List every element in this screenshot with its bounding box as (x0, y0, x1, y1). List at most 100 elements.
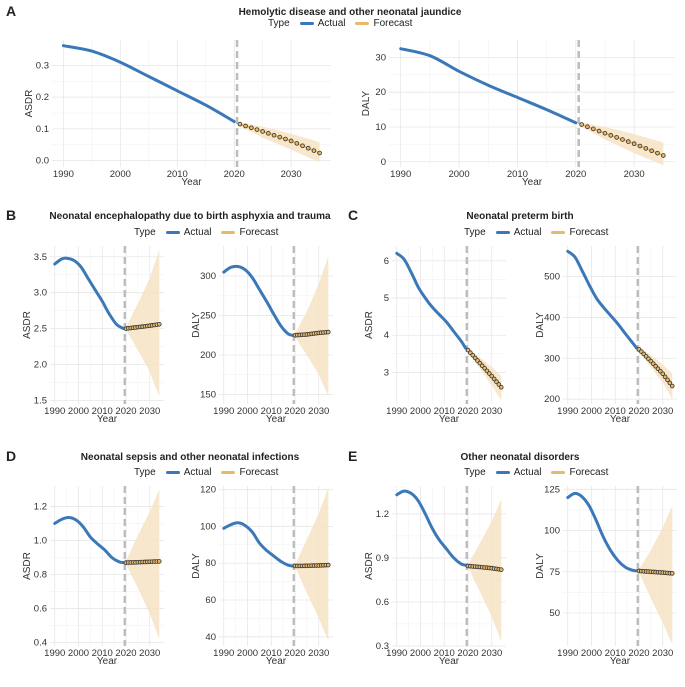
y-tick-label: 0.2 (36, 92, 49, 103)
forecast-point (641, 568, 647, 574)
forecast-point (472, 355, 478, 361)
y-tick-label: 0.0 (36, 156, 49, 167)
forecast-point (661, 153, 666, 158)
forecast-point (145, 323, 150, 329)
forecast-confidence-band (581, 122, 664, 166)
panel-letter-e: E (348, 448, 358, 464)
y-tick-label: 200 (200, 350, 216, 361)
x-tick-label: 2010 (167, 169, 188, 180)
forecast-point (123, 326, 129, 331)
x-axis-label: Year (97, 656, 118, 667)
forecast-confidence-band (639, 346, 673, 400)
forecast-point (468, 350, 473, 355)
y-tick-label: 0.6 (376, 597, 389, 608)
gridlines (219, 246, 333, 404)
legend-type-label: Type (464, 467, 486, 478)
y-tick-label: 4 (384, 330, 389, 341)
forecast-confidence-band (295, 487, 329, 641)
forecast-point (317, 150, 322, 156)
actual-series-line (61, 44, 236, 124)
forecast-point (498, 384, 504, 390)
legend-type-label: Type (464, 227, 486, 238)
y-tick-label: 2.5 (34, 324, 47, 335)
forecast-point (325, 562, 331, 568)
x-tick-label: 2030 (308, 648, 329, 659)
legend-forecast-swatch (221, 231, 236, 234)
forecast-point (147, 559, 153, 565)
actual-series-line (53, 515, 126, 565)
forecast-point (130, 560, 136, 565)
x-axis-label: Year (610, 414, 631, 425)
actual-series-line (395, 251, 468, 350)
forecast-point (669, 383, 675, 389)
y-axis-label: ASDR (364, 311, 375, 339)
forecast-point (130, 325, 136, 331)
forecast-point (658, 368, 663, 374)
forecast-confidence-band (468, 348, 502, 401)
forecast-point (311, 148, 317, 153)
y-tick-label: 3.0 (34, 288, 47, 299)
forecast-series-line (295, 564, 329, 567)
legend-actual-swatch (495, 231, 510, 234)
forecast-point (302, 332, 307, 337)
x-tick-label: 2000 (68, 406, 89, 417)
x-axis-label: Year (266, 656, 287, 667)
legend-forecast-label: Forecast (239, 227, 279, 238)
forecast-point (667, 570, 673, 576)
forecast-point (316, 330, 322, 336)
forecast-point (133, 560, 138, 565)
forecast-point (614, 135, 619, 140)
forecast-point (277, 134, 283, 140)
forecast-point (653, 363, 658, 369)
x-tick-label: 2030 (652, 406, 673, 417)
forecast-point (266, 131, 271, 136)
forecast-point (477, 360, 483, 366)
forecast-point (128, 325, 134, 331)
forecast-point (305, 145, 311, 151)
forecast-point (149, 323, 155, 328)
y-tick-label: 75 (549, 567, 560, 578)
forecast-point (479, 564, 485, 570)
forecast-point (128, 560, 134, 565)
y-tick-label: 80 (205, 558, 216, 569)
forecast-point (482, 366, 487, 371)
panel-title-e: Other neonatal disorders (460, 452, 580, 463)
forecast-point (260, 129, 265, 134)
y-tick-label: 5 (384, 293, 389, 304)
gridlines (52, 40, 331, 167)
y-axis-label: ASDR (364, 552, 375, 580)
forecast-point (479, 363, 485, 369)
forecast-point (468, 563, 473, 569)
x-tick-label: 2020 (628, 648, 649, 659)
forecast-point (475, 564, 480, 570)
y-tick-label: 40 (205, 632, 216, 643)
gridlines (389, 40, 675, 167)
forecast-confidence-band (639, 505, 673, 645)
y-tick-label: 100 (200, 521, 216, 532)
forecast-point (147, 323, 153, 329)
x-tick-label: 2030 (481, 406, 502, 417)
forecast-point (655, 150, 660, 156)
x-tick-label: 1990 (386, 648, 407, 659)
forecast-point (650, 361, 656, 366)
forecast-point (299, 563, 305, 569)
x-tick-label: 1990 (213, 648, 234, 659)
forecast-point (152, 322, 157, 328)
legend-actual-label: Actual (513, 467, 542, 478)
panel-letter-d: D (6, 448, 17, 464)
y-tick-label: 0.3 (36, 60, 49, 71)
forecast-point (602, 130, 608, 136)
x-tick-label: 2030 (281, 169, 302, 180)
x-tick-label: 2030 (481, 648, 502, 659)
x-tick-label: 2020 (115, 406, 136, 417)
x-tick-label: 2000 (68, 648, 89, 659)
forecast-point (491, 566, 497, 571)
x-axis-label: Year (439, 414, 460, 425)
gridlines (392, 246, 506, 404)
forecast-point (484, 565, 490, 571)
forecast-point (465, 563, 471, 569)
forecast-point (639, 349, 644, 354)
forecast-point (665, 377, 670, 383)
forecast-point (156, 559, 162, 564)
